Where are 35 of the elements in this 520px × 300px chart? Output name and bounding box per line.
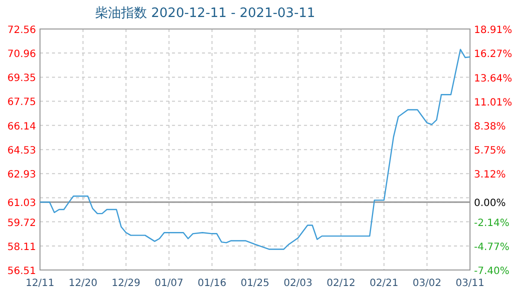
- y2-tick-label: 8.38%: [474, 121, 506, 132]
- y2-tick-label: 16.27%: [474, 49, 512, 60]
- y-tick-label: 62.93: [7, 170, 36, 181]
- x-tick-label: 01/07: [154, 278, 184, 289]
- y-tick-label: 69.35: [7, 73, 36, 84]
- y-tick-label: 59.72: [7, 218, 36, 229]
- y2-tick-label: -4.77%: [474, 242, 510, 253]
- x-tick-label: 02/12: [326, 278, 356, 289]
- x-tick-label: 02/21: [370, 278, 398, 289]
- x-tick-label: 12/11: [26, 278, 54, 289]
- y-tick-label: 70.96: [7, 49, 36, 60]
- x-tick-label: 01/16: [198, 278, 226, 289]
- line-series: [39, 48, 471, 250]
- y-tick-label: 58.11: [7, 242, 36, 253]
- x-tick-label: 03/02: [412, 278, 442, 289]
- y2-tick-label: 3.12%: [474, 170, 506, 181]
- y-tick-label: 66.14: [7, 121, 36, 132]
- y-tick-label: 61.03: [7, 198, 36, 210]
- y2-tick-label: 5.75%: [474, 146, 506, 157]
- y2-tick-label: 18.91%: [474, 25, 512, 36]
- x-tick-label: 03/11: [456, 278, 484, 289]
- chart-title: 柴油指数 2020-12-11 - 2021-03-11: [95, 6, 316, 21]
- y-tick-label: 67.75: [7, 97, 36, 108]
- y-tick-label: 56.51: [7, 266, 36, 277]
- y-tick-label: 64.53: [7, 146, 36, 157]
- x-tick-label: 02/03: [284, 278, 312, 289]
- y2-tick-label: 11.01%: [474, 97, 512, 108]
- y2-tick-label: 0.00%: [474, 198, 506, 210]
- x-tick-label: 12/29: [112, 278, 140, 289]
- y2-tick-label: 13.64%: [474, 73, 512, 84]
- y2-tick-label: -7.40%: [474, 266, 510, 277]
- y-tick-label: 72.56: [7, 25, 36, 36]
- x-tick-label: 01/25: [240, 278, 270, 289]
- x-tick-label: 12/20: [68, 278, 98, 289]
- y2-tick-label: -2.14%: [474, 218, 510, 229]
